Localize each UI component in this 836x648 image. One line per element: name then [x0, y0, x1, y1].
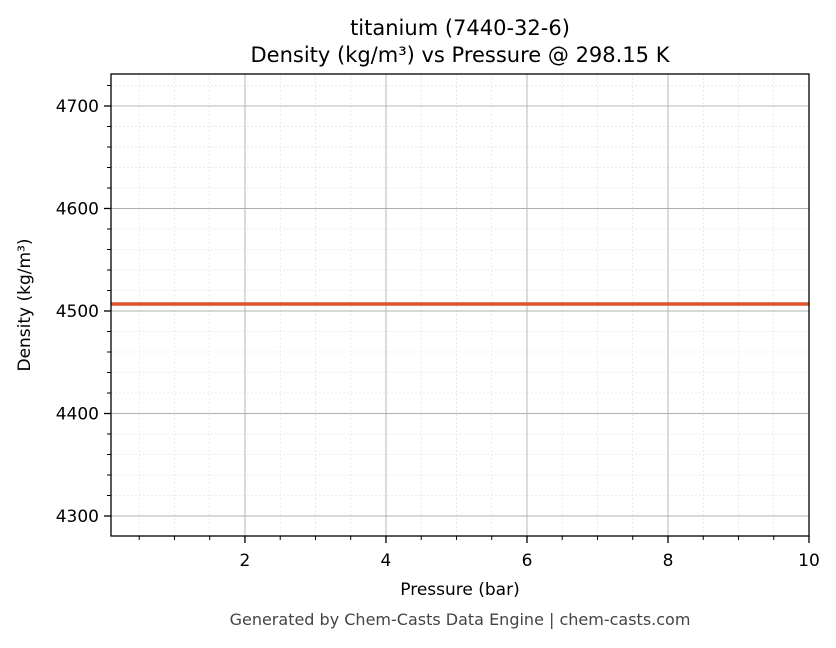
x-tick-label: 2 — [240, 551, 251, 571]
y-tick-label: 4500 — [56, 302, 99, 322]
chart-subtitle: Density (kg/m³) vs Pressure @ 298.15 K — [250, 43, 670, 67]
y-tick-label: 4700 — [56, 97, 99, 117]
x-tick-label: 6 — [522, 551, 533, 571]
ticks: 2 4 6 8 10 4300 4400 4500 4600 4700 — [56, 84, 820, 571]
y-tick-label: 4600 — [56, 199, 99, 219]
y-tick-label: 4300 — [56, 507, 99, 527]
y-axis-label: Density (kg/m³) — [15, 238, 35, 371]
plot-frame — [110, 73, 810, 537]
x-tick-label: 4 — [381, 551, 392, 571]
chart-title: titanium (7440-32-6) — [350, 16, 570, 40]
footer-credit: Generated by Chem-Casts Data Engine | ch… — [230, 610, 691, 629]
x-tick-label: 10 — [798, 551, 820, 571]
x-axis-label: Pressure (bar) — [400, 580, 519, 600]
x-tick-label: 8 — [663, 551, 674, 571]
y-tick-label: 4400 — [56, 405, 99, 425]
